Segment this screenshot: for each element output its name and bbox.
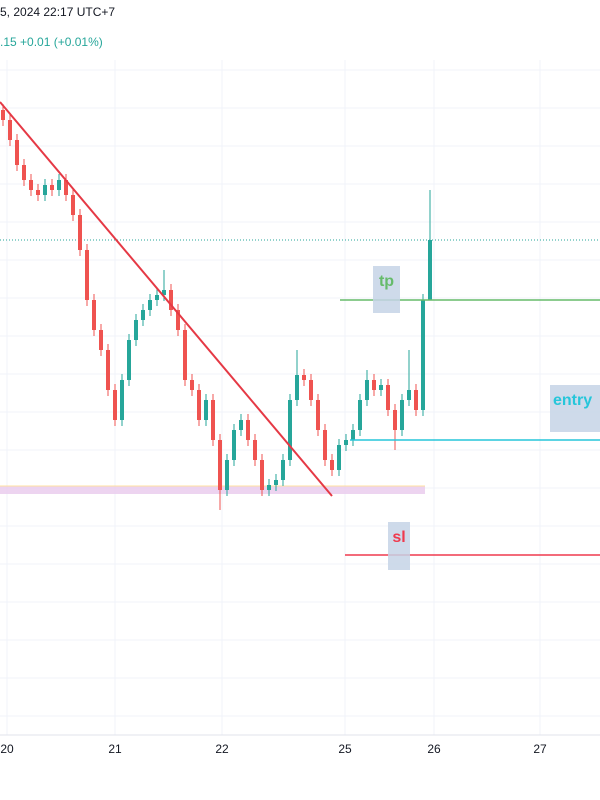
candle-body: [99, 330, 103, 350]
candle-body: [260, 460, 264, 490]
candle-body: [190, 380, 194, 390]
candle-body: [386, 385, 390, 410]
x-tick-label: 25: [338, 742, 352, 756]
level-label-box: [550, 385, 600, 432]
candle-body: [127, 340, 131, 380]
candle-body: [113, 390, 117, 420]
x-tick-label: 27: [533, 742, 547, 756]
candle-body: [351, 430, 355, 440]
candle-body: [141, 310, 145, 320]
candle-body: [288, 400, 292, 460]
candle-body: [169, 290, 173, 310]
level-label: sl: [392, 529, 405, 546]
candle-body: [379, 385, 383, 390]
candle-body: [421, 300, 425, 410]
candle-body: [414, 390, 418, 410]
candle-body: [400, 400, 404, 430]
candle-body: [22, 165, 26, 180]
level-label: tp: [379, 273, 394, 290]
candle-body: [78, 215, 82, 250]
candle-body: [176, 310, 180, 330]
candle-body: [162, 290, 166, 295]
candle-body: [428, 240, 432, 300]
candle-body: [204, 400, 208, 420]
candle-body: [15, 140, 19, 165]
candle-body: [134, 320, 138, 340]
x-tick-label: 22: [215, 742, 229, 756]
candle-body: [246, 420, 250, 440]
candle-body: [155, 295, 159, 300]
candle-body: [302, 375, 306, 380]
candle-body: [232, 430, 236, 460]
candle-body: [64, 180, 68, 195]
candle-body: [197, 390, 201, 420]
header-datetime: 5, 2024 22:17 UTC+7: [0, 5, 115, 19]
level-label-box: [388, 522, 410, 570]
candle-body: [372, 380, 376, 390]
level-label: entry: [553, 392, 592, 409]
candle-body: [148, 300, 152, 310]
candle-body: [43, 185, 47, 195]
trendline: [0, 101, 333, 497]
zone: [0, 486, 425, 494]
x-tick-label: 26: [427, 742, 441, 756]
candle-body: [8, 120, 12, 140]
level-label-box: [373, 266, 400, 313]
candle-body: [267, 485, 271, 490]
candle-body: [29, 180, 33, 190]
candle-body: [71, 195, 75, 215]
candle-body: [365, 380, 369, 400]
x-tick-label: 20: [0, 742, 14, 756]
candle-body: [92, 300, 96, 330]
candle-body: [407, 390, 411, 400]
candle-body: [50, 185, 54, 190]
candle-body: [309, 380, 313, 400]
candle-body: [239, 420, 243, 430]
candle-body: [393, 410, 397, 430]
candle-body: [120, 380, 124, 420]
candle-body: [281, 460, 285, 480]
candle-body: [36, 190, 40, 195]
candle-body: [57, 180, 61, 190]
x-tick-label: 21: [108, 742, 122, 756]
quote: .15 +0.01 (+0.01%): [0, 35, 103, 49]
candle-body: [337, 445, 341, 470]
candle-body: [344, 440, 348, 445]
candle-body: [106, 350, 110, 390]
candle-body: [183, 330, 187, 380]
candle-body: [218, 440, 222, 490]
candle-body: [211, 400, 215, 440]
candle-body: [253, 440, 257, 460]
candle-body: [85, 250, 89, 300]
candle-body: [323, 430, 327, 460]
candle-body: [225, 460, 229, 490]
candle-body: [274, 480, 278, 485]
candle-body: [295, 375, 299, 400]
candle-body: [330, 460, 334, 470]
candle-body: [1, 110, 5, 120]
candle-body: [316, 400, 320, 430]
candle-body: [358, 400, 362, 430]
